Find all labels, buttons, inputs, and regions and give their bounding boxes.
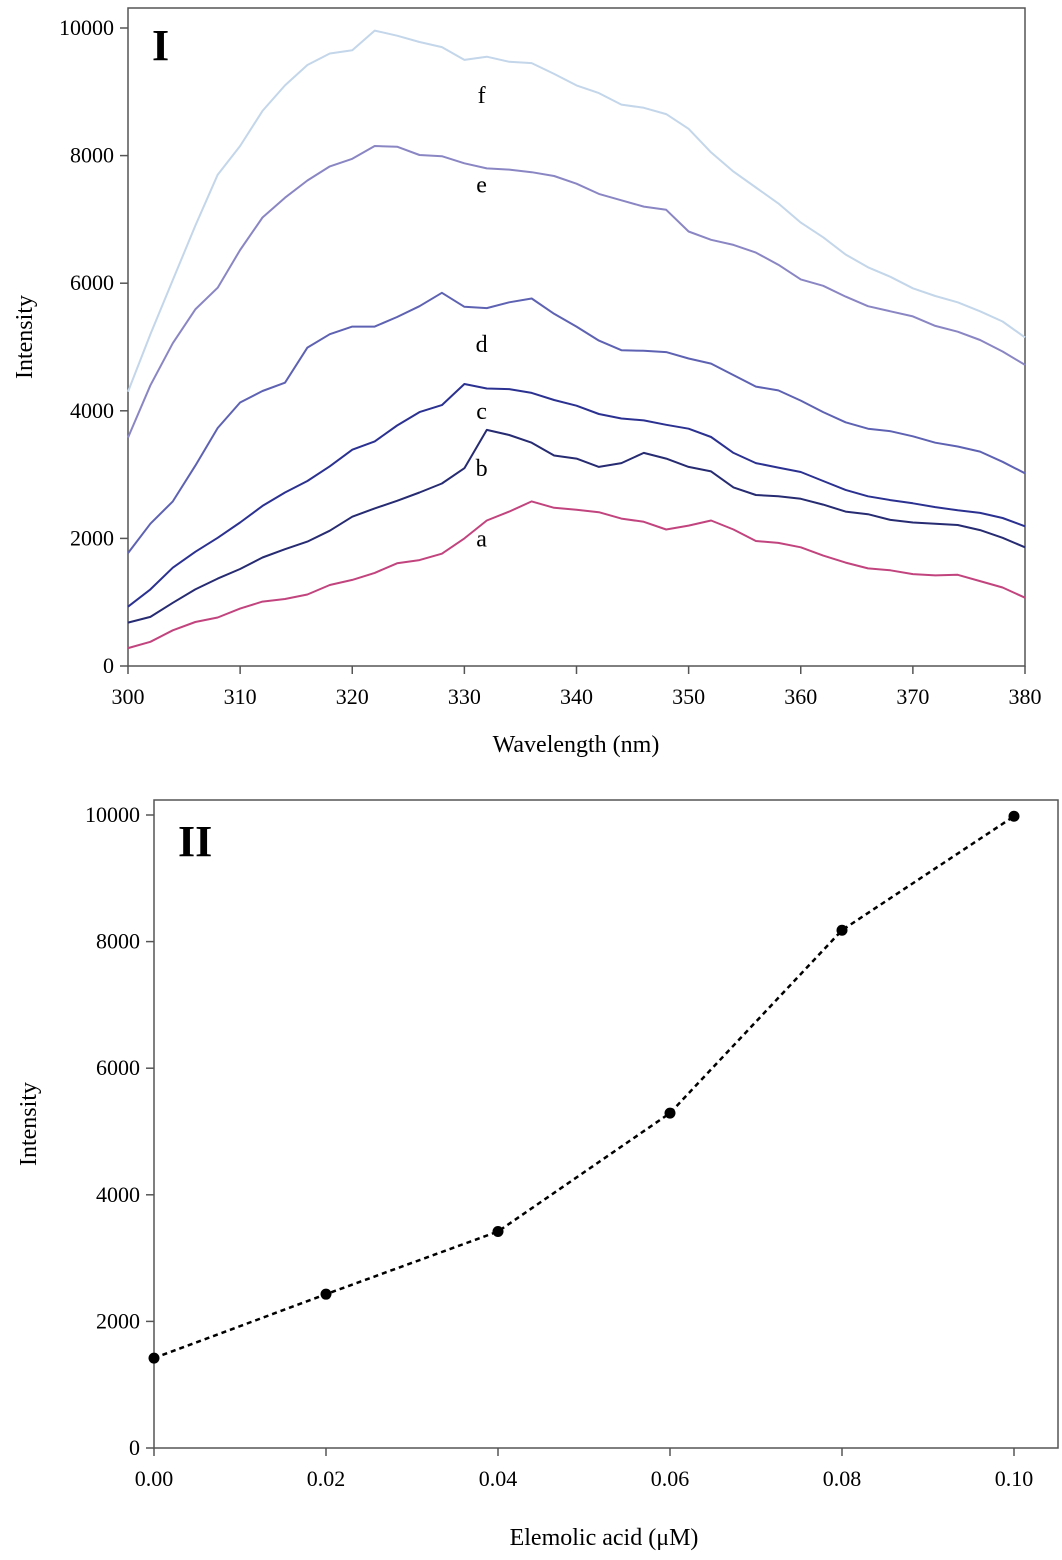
panel-i-spectra-chart: I Wavelength (nm) Intensity 300 310 320 330… xyxy=(12,7,1042,758)
series-label-b: b xyxy=(476,456,488,482)
panel-ii-x-tick-label: 0.02 xyxy=(307,1466,346,1491)
panel-i-x-tick-label: 370 xyxy=(896,684,929,709)
series-label-c: c xyxy=(476,399,487,425)
panel-i-x-tick-label: 340 xyxy=(560,684,593,709)
panel-i-x-ticks: 300 310 320 330 340 350 360 370 380 xyxy=(112,666,1042,709)
data-point-marker xyxy=(1008,810,1020,822)
panel-i-x-tick-label: 330 xyxy=(448,684,481,709)
panel-ii-x-tick-label: 0.08 xyxy=(823,1466,862,1491)
panel-ii-label: II xyxy=(178,817,212,866)
panel-ii-y-tick-label: 4000 xyxy=(96,1182,140,1207)
series-label-a: a xyxy=(476,526,487,552)
intensity-dotted-line xyxy=(153,815,1015,1360)
panel-i-y-tick-label: 4000 xyxy=(70,398,114,423)
panel-ii-y-tick-label: 2000 xyxy=(96,1308,140,1333)
panel-ii-x-ticks: 0.00 0.02 0.04 0.06 0.08 0.10 xyxy=(135,1448,1034,1491)
series-label-f: f xyxy=(478,83,486,109)
panel-i-plot-frame xyxy=(127,7,1026,667)
data-point-marker xyxy=(492,1226,504,1238)
panel-ii-intensity-chart: II Elemolic acid (μM) Intensity 0.00 0.02… xyxy=(16,799,1059,1551)
series-line-e xyxy=(127,145,1026,438)
panel-i-y-tick-label: 8000 xyxy=(70,143,114,168)
panel-ii-x-tick-label: 0.06 xyxy=(651,1466,690,1491)
panel-i-y-tick-label: 0 xyxy=(103,653,114,678)
data-point-marker xyxy=(836,924,848,936)
panel-ii-x-tick-label: 0.00 xyxy=(135,1466,174,1491)
series-label-e: e xyxy=(476,172,487,198)
panel-ii-x-axis-title: Elemolic acid (μM) xyxy=(510,1525,699,1551)
panel-i-y-tick-label: 10000 xyxy=(59,15,114,40)
panel-ii-series xyxy=(148,810,1020,1364)
data-point-marker xyxy=(148,1352,160,1364)
panel-i-x-tick-label: 310 xyxy=(224,684,257,709)
panel-i-x-tick-label: 320 xyxy=(336,684,369,709)
series-line-f xyxy=(127,29,1026,393)
panel-i-y-tick-label: 2000 xyxy=(70,525,114,550)
panel-i-x-tick-label: 350 xyxy=(672,684,705,709)
series-line-d xyxy=(127,291,1026,554)
panel-ii-y-tick-label: 0 xyxy=(129,1435,140,1460)
panel-i-x-tick-label: 360 xyxy=(784,684,817,709)
panel-i-series: a b c d e f xyxy=(127,29,1026,650)
panel-ii-y-axis-title: Intensity xyxy=(16,1082,42,1166)
panel-i-y-tick-label: 6000 xyxy=(70,270,114,295)
panel-ii-y-ticks: 0 2000 4000 6000 8000 10000 xyxy=(85,802,154,1460)
series-line-b xyxy=(127,428,1026,624)
data-point-marker xyxy=(320,1288,332,1300)
data-point-marker xyxy=(664,1107,676,1119)
panel-i-y-ticks: 0 2000 4000 6000 8000 10000 xyxy=(59,15,128,678)
panel-ii-y-tick-label: 8000 xyxy=(96,929,140,954)
series-line-a xyxy=(127,500,1026,650)
panel-ii-y-tick-label: 10000 xyxy=(85,802,140,827)
panel-i-x-axis-title: Wavelength (nm) xyxy=(493,732,660,758)
panel-ii-x-tick-label: 0.10 xyxy=(995,1466,1034,1491)
panel-ii-x-tick-label: 0.04 xyxy=(479,1466,518,1491)
panel-ii-plot-frame xyxy=(153,799,1059,1449)
series-line-c xyxy=(127,383,1026,608)
panel-i-y-axis-title: Intensity xyxy=(12,295,38,379)
panel-i-label: I xyxy=(152,21,169,70)
series-label-d: d xyxy=(476,332,488,358)
panel-i-x-tick-label: 380 xyxy=(1009,684,1042,709)
panel-i-x-tick-label: 300 xyxy=(112,684,145,709)
panel-ii-y-tick-label: 6000 xyxy=(96,1055,140,1080)
